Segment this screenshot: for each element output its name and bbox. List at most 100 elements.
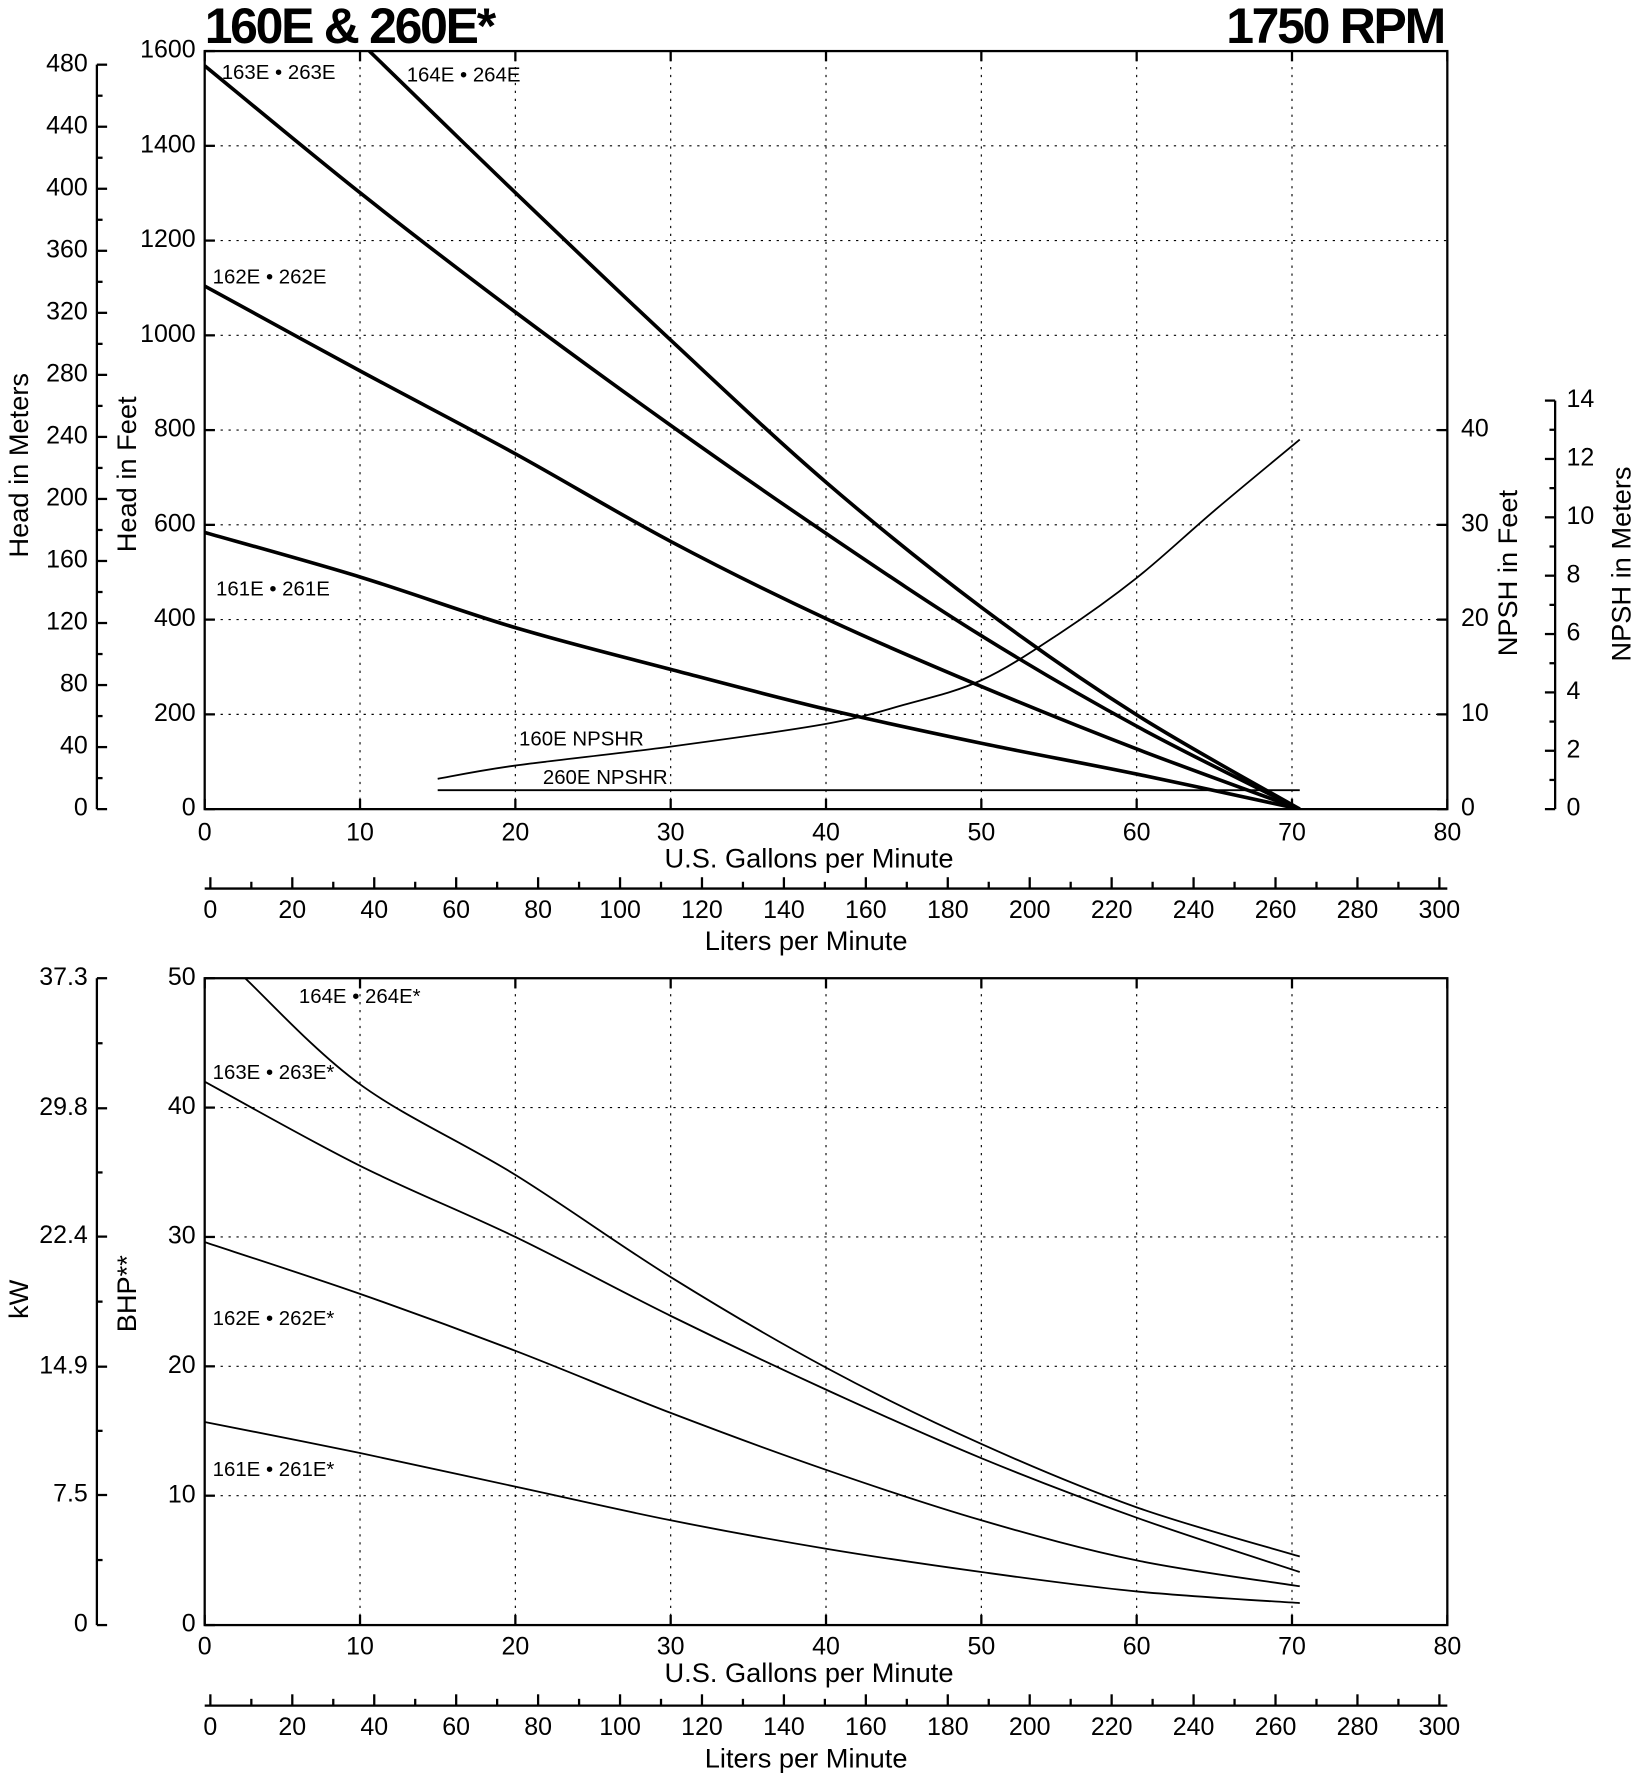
side-axis-tick-label: 14: [1566, 385, 1594, 413]
side-axis-title: NPSH in Meters: [1605, 466, 1635, 661]
side-axis-tick-label: 200: [46, 484, 88, 512]
x2-tick-label: 80: [524, 896, 552, 924]
x2-tick-label: 40: [360, 1713, 388, 1741]
y-tick-label: 0: [182, 794, 196, 822]
side-axis-tick-label: 4: [1566, 677, 1580, 705]
x-tick-label: 40: [812, 819, 840, 847]
y-tick-label: 1400: [140, 130, 196, 158]
x2-tick-label: 40: [360, 896, 388, 924]
curve: [437, 438, 1301, 780]
curve: [368, 51, 1301, 810]
curve-label: 260E NPSHR: [543, 767, 668, 789]
curve: [204, 1080, 1301, 1573]
y-tick-label: 400: [154, 604, 196, 632]
x-tick-label: 30: [657, 1632, 685, 1660]
y-tick-label: 1600: [140, 36, 196, 64]
side-axis-tick-label: 29.8: [39, 1093, 88, 1121]
x2-tick-label: 260: [1255, 1713, 1297, 1741]
curve-label: 162E • 262E*: [213, 1308, 335, 1330]
curve-label: 163E • 263E*: [213, 1062, 335, 1084]
curve: [204, 1421, 1300, 1604]
side-axis-tick-label: 14.9: [39, 1351, 88, 1379]
x2-tick-label: 240: [1173, 896, 1215, 924]
x2-tick-label: 60: [442, 896, 470, 924]
x2-tick-label: 160: [845, 1713, 887, 1741]
x-tick-label: 80: [1433, 1632, 1461, 1660]
x-tick-label: 60: [1123, 1632, 1151, 1660]
curve: [244, 978, 1301, 1558]
chart-subtitle: 1750 RPM: [1226, 0, 1444, 54]
side-axis-tick-label: 10: [1566, 502, 1594, 530]
x-tick-label: 20: [501, 819, 529, 847]
curve-label: 164E • 264E*: [299, 986, 421, 1008]
x-tick-label: 60: [1123, 819, 1151, 847]
side-axis-tick-label: 0: [1566, 794, 1580, 822]
x2-tick-label: 260: [1255, 896, 1297, 924]
x2-tick-label: 180: [927, 896, 969, 924]
chart-panel: 0 10 20 30 40 50 60 70 80 U.S. Gallons per Minute…: [3, 963, 1461, 1773]
chart-title: 160E & 260E*: [205, 0, 497, 54]
side-axis-tick-label: 0: [74, 794, 88, 822]
curve-label: 161E • 261E*: [213, 1459, 335, 1481]
x2-tick-label: 140: [763, 896, 805, 924]
side-axis-tick-label: 2: [1566, 735, 1580, 763]
x2-tick-label: 280: [1337, 1713, 1379, 1741]
x2-tick-label: 60: [442, 1713, 470, 1741]
y-tick-label: 10: [168, 1480, 196, 1508]
y-tick-label: 1200: [140, 225, 196, 253]
y2-tick-label: 0: [1461, 794, 1475, 822]
y-tick-label: 200: [154, 699, 196, 727]
x2-tick-label: 220: [1091, 1713, 1133, 1741]
x2-tick-label: 280: [1337, 896, 1379, 924]
x2-tick-label: 160: [845, 896, 887, 924]
y-tick-label: 1000: [140, 320, 196, 348]
x2-axis-title: Liters per Minute: [705, 1742, 908, 1773]
x-tick-label: 80: [1433, 819, 1461, 847]
y-tick-label: 30: [168, 1222, 196, 1250]
x2-tick-label: 140: [763, 1713, 805, 1741]
x-tick-label: 0: [198, 1632, 212, 1660]
x2-tick-label: 200: [1009, 896, 1051, 924]
side-axis-tick-label: 160: [46, 546, 88, 574]
side-axis-tick-label: 37.3: [39, 963, 88, 991]
x2-tick-label: 300: [1419, 1713, 1461, 1741]
side-axis-title: Head in Meters: [3, 373, 34, 558]
side-axis-tick-label: 40: [60, 732, 88, 760]
x-axis-title: U.S. Gallons per Minute: [665, 1657, 954, 1688]
x2-tick-label: 220: [1091, 896, 1133, 924]
x2-tick-label: 0: [203, 1713, 217, 1741]
curve: [204, 1241, 1300, 1588]
y-tick-label: 0: [182, 1610, 196, 1638]
x2-tick-label: 180: [927, 1713, 969, 1741]
x-tick-label: 70: [1278, 1632, 1306, 1660]
curve-label: 162E • 262E: [213, 266, 327, 288]
side-axis-tick-label: 480: [46, 49, 88, 77]
x-tick-label: 40: [812, 1632, 840, 1660]
y-tick-label: 50: [168, 963, 196, 991]
x2-tick-label: 80: [524, 1713, 552, 1741]
side-axis-tick-label: 8: [1566, 560, 1580, 588]
y2-tick-label: 30: [1461, 509, 1489, 537]
y-tick-label: 40: [168, 1092, 196, 1120]
side-axis-tick-label: 240: [46, 422, 88, 450]
y-tick-label: 600: [154, 509, 196, 537]
x2-tick-label: 20: [278, 896, 306, 924]
x2-tick-label: 300: [1419, 896, 1461, 924]
y2-axis-title: NPSH in Feet: [1492, 489, 1523, 656]
x2-tick-label: 240: [1173, 1713, 1215, 1741]
side-axis-tick-label: 280: [46, 359, 88, 387]
x-tick-label: 70: [1278, 819, 1306, 847]
y2-tick-label: 10: [1461, 699, 1489, 727]
curve: [204, 284, 1301, 810]
side-axis-tick-label: 320: [46, 297, 88, 325]
y-axis-title: BHP**: [111, 1255, 142, 1333]
x2-tick-label: 100: [599, 1713, 641, 1741]
x-axis-title: U.S. Gallons per Minute: [665, 842, 954, 873]
x-tick-label: 10: [346, 1632, 374, 1660]
y-tick-label: 20: [168, 1351, 196, 1379]
x-tick-label: 50: [967, 819, 995, 847]
x-tick-label: 10: [346, 819, 374, 847]
side-axis-tick-label: 7.5: [53, 1480, 88, 1508]
